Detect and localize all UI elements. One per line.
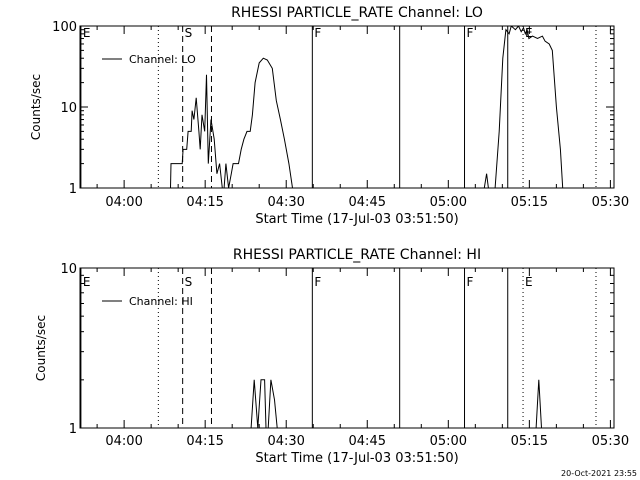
x-tick-label: 04:45: [349, 195, 386, 210]
x-tick-label: 05:00: [430, 434, 467, 449]
event-label-e: E: [525, 26, 533, 40]
event-label-s: S: [185, 26, 193, 40]
plot-frame: [79, 25, 615, 189]
event-label-f: F: [467, 275, 474, 289]
x-axis-label: Start Time (17-Jul-03 03:51:50): [255, 451, 458, 466]
legend-entry: Channel: LO: [129, 53, 196, 66]
y-tick-label: 10: [60, 262, 77, 277]
x-tick-label: 05:30: [592, 195, 629, 210]
event-label-f: F: [314, 275, 321, 289]
y-axis-label: Counts/sec: [34, 315, 48, 381]
event-label-f: F: [467, 26, 474, 40]
legend-entry: Channel: HI: [129, 295, 193, 308]
event-label-e: E: [83, 275, 91, 289]
x-tick-label: 04:15: [186, 434, 223, 449]
plot-frame: [79, 267, 615, 429]
x-tick-label: 05:15: [511, 434, 548, 449]
series-line-channel-hi-0: [250, 379, 278, 428]
chart-title: RHESSI PARTICLE_RATE Channel: HI: [233, 247, 481, 263]
x-tick-label: 04:30: [267, 434, 304, 449]
x-tick-label: 05:30: [592, 434, 629, 449]
x-tick-label: 05:15: [511, 195, 548, 210]
series-line-channel-hi-1: [535, 379, 542, 428]
y-tick-label: 1: [69, 422, 77, 437]
event-label-e: E: [83, 26, 91, 40]
x-tick-label: 04:15: [186, 195, 223, 210]
y-tick-label: 1: [69, 182, 77, 197]
x-tick-label: 05:00: [430, 195, 467, 210]
event-label-e: E: [525, 275, 533, 289]
x-tick-label: 04:30: [267, 195, 304, 210]
event-label-f: F: [314, 26, 321, 40]
y-tick-label: 10: [60, 101, 77, 116]
hi-channel-panel: RHESSI PARTICLE_RATE Channel: HI 04:00 04:…: [34, 247, 629, 466]
series-line-channel-lo-1: [483, 26, 564, 188]
chart-title: RHESSI PARTICLE_RATE Channel: LO: [231, 5, 483, 21]
x-axis-label: Start Time (17-Jul-03 03:51:50): [255, 212, 458, 227]
footer-timestamp: 20-Oct-2021 23:55: [561, 469, 637, 478]
event-label-s: S: [185, 275, 193, 289]
lo-channel-panel: RHESSI PARTICLE_RATE Channel: LO 04:00 04:…: [29, 5, 629, 227]
x-tick-label: 04:45: [349, 434, 386, 449]
x-tick-label: 04:00: [105, 195, 142, 210]
series-line-channel-lo-0: [170, 57, 293, 188]
y-tick-label: 100: [52, 20, 77, 35]
x-tick-label: 04:00: [105, 434, 142, 449]
y-axis-label: Counts/sec: [29, 74, 43, 140]
